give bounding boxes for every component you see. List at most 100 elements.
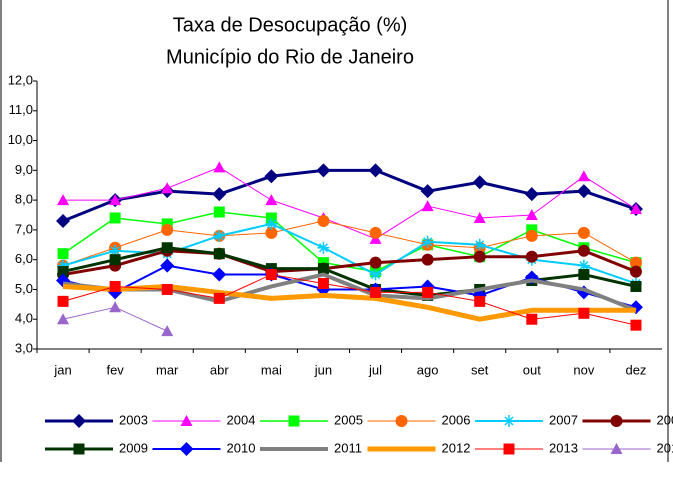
x-tick-label: jan	[53, 362, 71, 377]
marker	[526, 314, 537, 325]
marker	[214, 293, 225, 304]
legend-marker	[611, 415, 623, 427]
y-tick-label: 8,0	[15, 192, 33, 207]
x-tick-label: abr	[210, 362, 229, 377]
marker	[214, 248, 225, 259]
y-tick-label: 7,0	[15, 221, 33, 236]
marker	[212, 268, 226, 282]
marker	[630, 320, 641, 331]
y-tick-label: 4,0	[15, 311, 33, 326]
marker	[264, 169, 278, 183]
marker	[474, 296, 485, 307]
marker	[58, 248, 69, 259]
marker	[213, 161, 225, 172]
x-tick-label: mar	[156, 362, 179, 377]
legend-label: 2007	[549, 412, 578, 427]
legend-label: 2012	[442, 440, 471, 455]
chart-title: Taxa de Desocupação (%)	[173, 14, 408, 36]
marker	[317, 242, 329, 254]
series-line	[63, 170, 636, 221]
legend-label: 2014	[657, 440, 673, 455]
legend-label: 2013	[549, 440, 578, 455]
marker	[474, 251, 486, 263]
legend-label: 2003	[119, 412, 148, 427]
marker	[422, 200, 434, 211]
y-tick-label: 9,0	[15, 162, 33, 177]
x-tick-label: nov	[573, 362, 594, 377]
legend-marker	[74, 444, 85, 455]
x-tick-label: jun	[314, 362, 332, 377]
marker	[370, 287, 381, 298]
series-line	[63, 221, 636, 266]
marker	[161, 325, 173, 336]
y-tick-label: 12,0	[8, 72, 33, 87]
marker	[266, 269, 277, 280]
marker	[161, 182, 173, 193]
x-tick-label: ago	[417, 362, 439, 377]
legend-label: 2004	[227, 412, 256, 427]
legend-label: 2008	[657, 412, 673, 427]
legend-marker	[396, 415, 408, 427]
y-tick-label: 11,0	[9, 102, 33, 117]
marker	[160, 259, 174, 273]
x-tick-label: jul	[368, 362, 382, 377]
legend-marker	[72, 414, 86, 428]
marker	[56, 214, 70, 228]
marker	[214, 207, 225, 218]
marker	[265, 194, 277, 205]
marker	[110, 254, 121, 265]
marker	[578, 227, 590, 239]
x-tick-label: dez	[625, 362, 646, 377]
series-line	[63, 167, 636, 238]
legend-label: 2005	[334, 412, 363, 427]
legend-marker	[504, 444, 515, 455]
legend-marker	[503, 415, 515, 427]
marker	[578, 308, 589, 319]
marker	[369, 163, 383, 177]
marker	[422, 254, 434, 266]
x-tick-label: out	[523, 362, 541, 377]
legend-label: 2011	[334, 440, 362, 455]
marker	[577, 184, 591, 198]
marker	[630, 266, 642, 278]
marker	[318, 263, 329, 274]
marker	[578, 170, 590, 181]
marker	[110, 212, 121, 223]
x-tick-label: set	[471, 362, 489, 377]
marker	[318, 278, 329, 289]
marker	[109, 301, 121, 312]
marker	[578, 269, 589, 280]
marker	[212, 187, 226, 201]
marker	[370, 227, 382, 239]
marker	[578, 245, 590, 257]
marker	[525, 187, 539, 201]
legend-label: 2006	[442, 412, 471, 427]
legend-marker	[180, 442, 194, 456]
chart-subtitle: Município do Rio de Janeiro	[166, 46, 414, 68]
marker	[422, 287, 433, 298]
x-tick-label: mai	[261, 362, 282, 377]
marker	[630, 281, 641, 292]
legend-label: 2009	[119, 440, 148, 455]
marker	[58, 296, 69, 307]
marker	[526, 230, 538, 242]
legend-label: 2010	[227, 440, 256, 455]
marker	[421, 184, 435, 198]
marker	[162, 242, 173, 253]
y-tick-label: 3,0	[15, 340, 33, 355]
marker	[317, 215, 329, 227]
y-tick-label: 6,0	[15, 251, 33, 266]
marker	[110, 281, 121, 292]
marker	[526, 251, 538, 263]
y-tick-label: 10,0	[8, 132, 33, 147]
marker	[526, 209, 538, 220]
marker	[316, 163, 330, 177]
x-tick-label: fev	[106, 362, 124, 377]
legend-marker	[289, 416, 300, 427]
marker	[473, 175, 487, 189]
marker	[370, 257, 382, 269]
marker	[162, 284, 173, 295]
marker	[161, 224, 173, 236]
y-tick-label: 5,0	[15, 281, 33, 296]
